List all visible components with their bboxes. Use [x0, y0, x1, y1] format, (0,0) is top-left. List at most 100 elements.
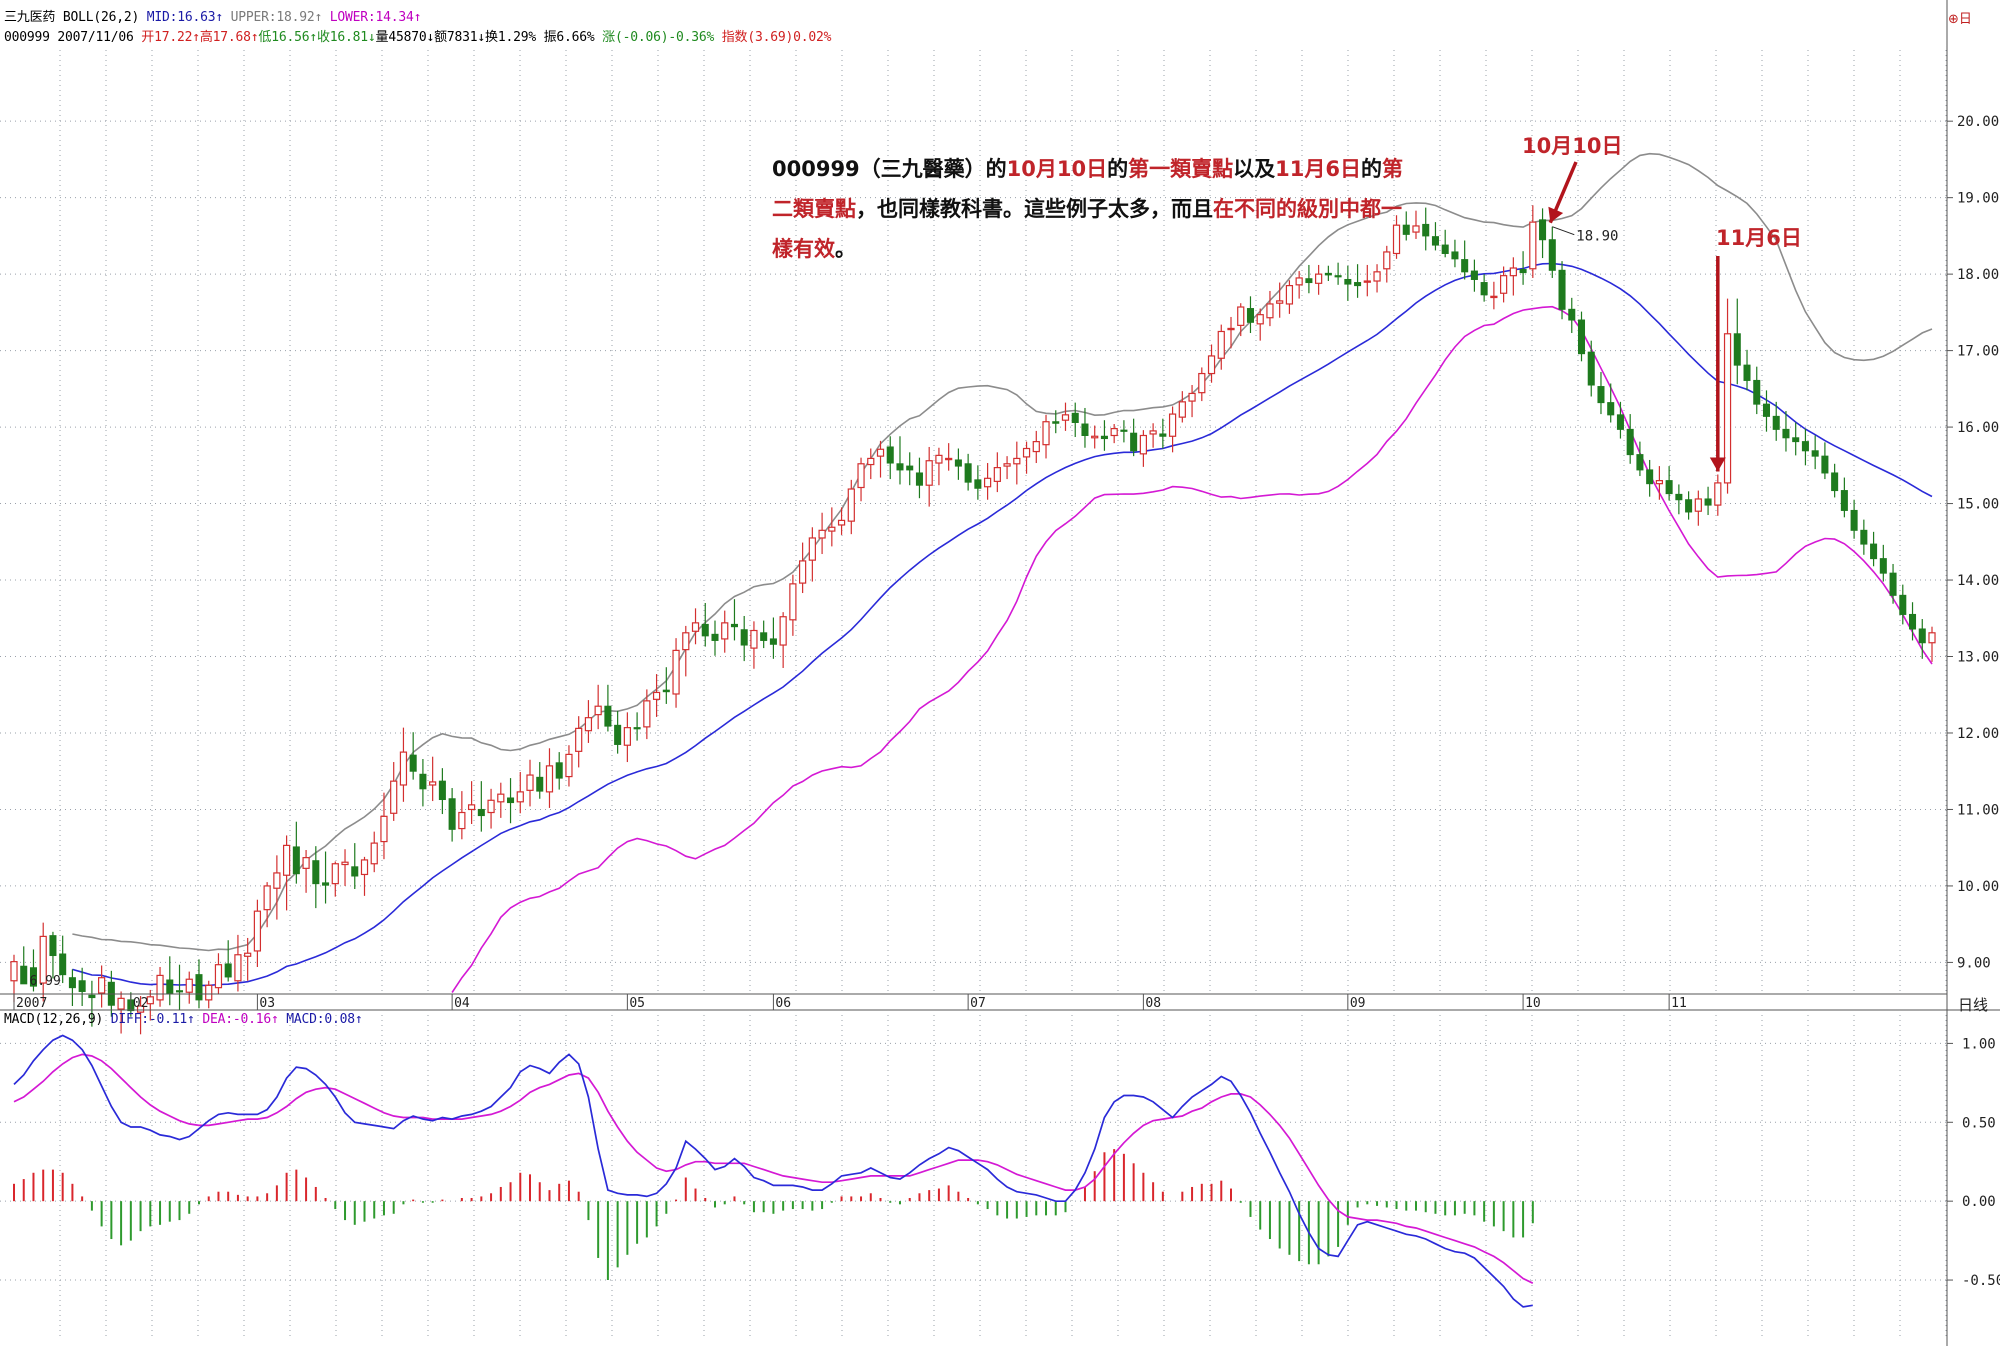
candle-58 — [575, 716, 583, 768]
xtick-label-1: 02 — [133, 996, 149, 1011]
candle-164 — [1607, 383, 1615, 423]
candle-179 — [1753, 366, 1761, 415]
line1-item-3: LOWER:14.34↑ — [322, 10, 422, 25]
macd-ytick-label-2: 0.00 — [1962, 1194, 1996, 1210]
candle-body — [1431, 236, 1439, 246]
candle-body — [545, 765, 554, 793]
candle-110 — [1081, 407, 1089, 448]
marker-oct10: 10月10日 — [1522, 134, 1623, 158]
candle-139 — [1363, 264, 1371, 297]
candle-180 — [1762, 390, 1771, 432]
candle-186 — [1821, 442, 1829, 480]
candle-187 — [1831, 463, 1839, 498]
macd-ytick-label-1: 0.50 — [1962, 1115, 1996, 1131]
line1-item-0: 三九医药 BOLL(26,2) — [4, 10, 140, 25]
candle-body — [594, 705, 602, 716]
candle-body — [954, 459, 962, 467]
candle-body — [1646, 469, 1654, 485]
macd_line-item-0: MACD(12,26,9) — [4, 1012, 104, 1027]
candle-156 — [1529, 205, 1537, 278]
ytick-label-1: 19.00 — [1957, 191, 1999, 207]
candle-body — [837, 519, 846, 526]
candle-76 — [750, 621, 758, 669]
macd-dea-line — [13, 1053, 1534, 1284]
candle-body — [1003, 463, 1011, 467]
candle-171 — [1675, 484, 1683, 515]
xtick-label-9: 10 — [1525, 996, 1541, 1011]
timeframe-label[interactable]: 日线 — [1958, 996, 1989, 1014]
candle-body — [1704, 498, 1712, 506]
candle-70 — [691, 608, 700, 645]
candle-52 — [516, 771, 524, 814]
candle-194 — [1899, 584, 1907, 625]
line2-item-8: 振6.66% — [535, 30, 595, 45]
candle-3 — [39, 922, 47, 1002]
candle-body — [1266, 303, 1274, 319]
candle-85 — [837, 507, 846, 535]
candle-195 — [1909, 602, 1917, 641]
candle-14 — [146, 989, 154, 1021]
candle-94 — [925, 446, 933, 507]
candle-31 — [312, 846, 320, 909]
candle-80 — [789, 574, 797, 636]
candle-body — [1480, 282, 1488, 296]
candle-body — [429, 781, 437, 786]
candle-37 — [370, 831, 378, 873]
line2-item-2: 高17.68↑ — [199, 30, 259, 45]
candle-body — [896, 463, 904, 471]
candle-body — [662, 689, 670, 693]
candle-body — [390, 780, 398, 814]
candle-body — [769, 638, 777, 645]
annotation-segment-4: 以及 — [1233, 157, 1276, 181]
candle-body — [419, 773, 427, 790]
candle-body — [847, 488, 855, 522]
ytick-label-8: 12.00 — [1957, 726, 1999, 742]
candle-36 — [360, 856, 369, 896]
candle-body — [59, 953, 67, 976]
candle-body — [1792, 437, 1800, 443]
candle-4 — [49, 931, 57, 979]
candle-body — [1597, 386, 1605, 404]
candle-100 — [983, 463, 992, 500]
candle-175 — [1714, 474, 1722, 516]
candle-body — [1655, 480, 1664, 485]
candle-133 — [1305, 264, 1313, 294]
candle-67 — [662, 667, 670, 704]
arrow-nov6-head — [1709, 457, 1726, 472]
candle-body — [935, 454, 943, 464]
candle-body — [1042, 421, 1050, 446]
candle-95 — [935, 447, 943, 486]
candle-body — [1441, 244, 1449, 254]
candle-body — [98, 977, 106, 994]
candle-body — [886, 446, 894, 464]
candle-18 — [185, 971, 193, 1004]
candle-body — [526, 774, 534, 791]
candle-body — [1519, 269, 1527, 274]
candle-body — [1402, 224, 1410, 235]
candle-body — [1324, 272, 1332, 276]
candle-body — [20, 965, 28, 985]
candle-82 — [808, 527, 816, 582]
candle-55 — [545, 748, 554, 808]
candle-body — [1821, 455, 1829, 474]
candle-body — [263, 885, 271, 911]
candle-99 — [974, 465, 982, 500]
candle-148 — [1451, 239, 1459, 268]
candle-108 — [1061, 402, 1070, 431]
candle-178 — [1743, 349, 1751, 391]
corner-label[interactable]: ⊕日 — [1948, 12, 1972, 27]
candle-63 — [623, 712, 631, 763]
candle-128 — [1256, 308, 1264, 341]
candle-153 — [1499, 266, 1508, 303]
candle-116 — [1139, 430, 1147, 467]
candle-body — [1850, 509, 1858, 531]
candle-body — [1607, 402, 1615, 416]
candle-146 — [1431, 222, 1439, 251]
candle-body — [1120, 429, 1128, 432]
candle-body — [1412, 225, 1420, 233]
candle-body — [224, 963, 232, 978]
candle-143 — [1402, 211, 1410, 241]
candle-body — [1899, 594, 1907, 615]
candle-body — [672, 649, 680, 695]
